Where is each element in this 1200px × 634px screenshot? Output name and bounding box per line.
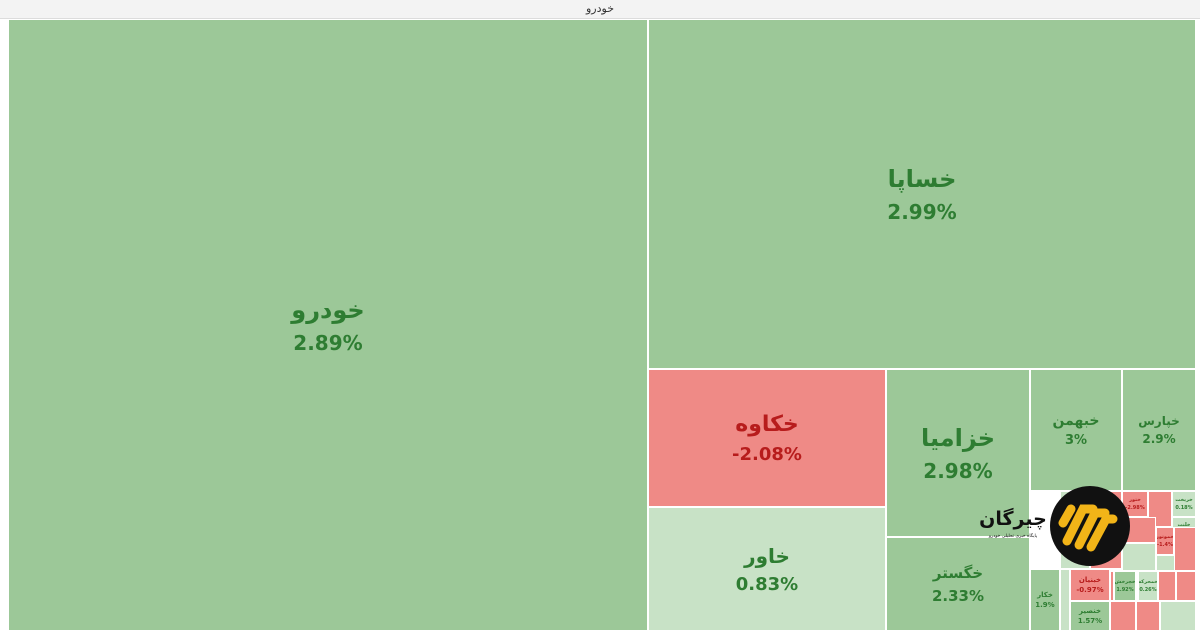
cell-symbol: خپارس [1138,414,1180,428]
cell-symbol: خگستر [932,563,984,582]
watermark-tagline: پایگاه خبری تحلیلی خودرو [988,532,1038,539]
cell-change: 3% [1064,432,1088,448]
treemap-cell-small[interactable] [1122,543,1156,571]
cell-symbol: خودرو [291,295,365,324]
treemap-cell[interactable]: خاور 0.83% [648,507,886,631]
cell-symbol: خزامیا [920,423,996,452]
treemap-cell[interactable]: خودرو 2.89% [8,19,648,631]
cell-symbol: خکار [1037,591,1053,599]
cell-symbol: خنصیر [1078,607,1101,615]
treemap: خودرو 2.89% خساپا 2.99% خکاوه -2.08% خاور 0.83%… [8,19,1196,631]
cell-change: 0.83% [735,573,799,595]
cell-change: 2.89% [293,330,363,355]
treemap-cell[interactable]: خچرخش 1.92% [1114,571,1136,601]
treemap-cell[interactable]: خبهمن 3% [1030,369,1122,491]
cell-symbol: خچرخش [1114,579,1136,585]
treemap-cell[interactable]: خگستر 2.33% [886,537,1030,631]
treemap-cell[interactable]: خمحرکه 0.26% [1138,571,1158,601]
cell-change: 1.92% [1116,587,1134,593]
cell-change: -2.98% [1125,505,1145,511]
watermark-logo: چیرگان پایگاه خبری تحلیلی خودرو [979,486,1130,566]
treemap-cell[interactable]: خساپا 2.99% [648,19,1196,369]
treemap-cell[interactable]: خکار 1.9% [1030,569,1060,631]
treemap-cell-small[interactable] [1176,571,1196,601]
treemap-cell[interactable]: خبنیان -0.97% [1070,569,1110,601]
cell-change: 0.18% [1175,505,1193,511]
treemap-cell[interactable]: خریخت 0.18% [1172,491,1196,517]
cell-change: 0.26% [1139,587,1157,593]
treemap-cell[interactable]: خکاوه -2.08% [648,369,886,507]
treemap-cell-small[interactable] [1110,571,1114,601]
treemap-cell-small[interactable] [1110,601,1136,631]
treemap-cell-small[interactable] [1148,491,1172,527]
treemap-cell[interactable]: خموتور -1.4% [1156,527,1174,555]
cell-change: -0.97% [1076,586,1104,594]
watermark-name: چیرگان [979,507,1047,530]
treemap-cell-small[interactable] [1060,569,1070,631]
cell-symbol: خمحرکه [1138,579,1158,585]
cell-change: 2.99% [887,199,957,224]
treemap-cell-small[interactable] [1160,601,1196,631]
cell-symbol: خکاوه [735,411,799,437]
treemap-cell[interactable]: خنصیر 1.57% [1070,601,1110,631]
logo-stripes-icon [1058,504,1118,552]
cell-change: 1.57% [1077,617,1103,625]
cell-change: 2.33% [931,586,985,605]
cell-change: 2.9% [1142,432,1176,446]
cell-change: -2.08% [732,443,802,465]
treemap-cell-small[interactable] [1158,571,1176,601]
treemap-cell-small[interactable] [1174,527,1196,571]
treemap-cell[interactable]: خزامیا 2.98% [886,369,1030,537]
cell-symbol: خریخت [1175,497,1193,503]
cell-symbol: خساپا [887,164,957,193]
treemap-cell[interactable]: خپارس 2.9% [1122,369,1196,491]
cell-symbol: خموتور [1156,534,1174,540]
cell-symbol: خبنیان [1078,576,1102,584]
cell-change: -1.4% [1157,542,1173,548]
cell-change: 1.9% [1035,601,1055,609]
cell-symbol: خاور [744,543,790,568]
treemap-cell-small[interactable] [1136,601,1160,631]
cell-symbol: ختور [1129,497,1141,503]
chart-title: خودرو [0,0,1200,19]
cell-symbol: خلنت [1177,522,1191,528]
cell-symbol: خبهمن [1052,412,1100,429]
cell-change: 2.98% [923,458,993,483]
